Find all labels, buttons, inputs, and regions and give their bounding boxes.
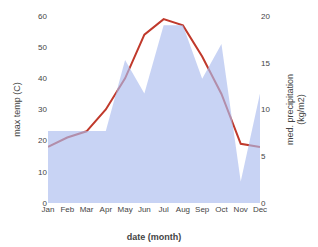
svg-text:Aug: Aug bbox=[176, 205, 190, 214]
svg-text:0: 0 bbox=[43, 199, 48, 208]
svg-text:50: 50 bbox=[38, 43, 47, 52]
svg-text:15: 15 bbox=[261, 59, 270, 68]
svg-text:Feb: Feb bbox=[60, 205, 74, 214]
svg-text:med. precipitation(kg/m2): med. precipitation(kg/m2) bbox=[285, 74, 307, 145]
svg-text:max temp (C): max temp (C) bbox=[12, 82, 22, 137]
svg-text:date (month): date (month) bbox=[127, 232, 182, 242]
svg-text:20: 20 bbox=[38, 136, 47, 145]
svg-text:10: 10 bbox=[38, 168, 47, 177]
svg-text:Oct: Oct bbox=[215, 205, 228, 214]
svg-text:20: 20 bbox=[261, 12, 270, 21]
svg-text:30: 30 bbox=[38, 105, 47, 114]
svg-text:40: 40 bbox=[38, 74, 47, 83]
svg-text:Jun: Jun bbox=[138, 205, 151, 214]
svg-text:5: 5 bbox=[261, 152, 266, 161]
svg-text:Jul: Jul bbox=[159, 205, 169, 214]
svg-text:60: 60 bbox=[38, 12, 47, 21]
svg-text:Apr: Apr bbox=[100, 205, 113, 214]
svg-text:10: 10 bbox=[261, 105, 270, 114]
svg-text:Jan: Jan bbox=[42, 205, 55, 214]
svg-text:Dec: Dec bbox=[253, 205, 267, 214]
svg-text:Mar: Mar bbox=[80, 205, 94, 214]
svg-text:Sep: Sep bbox=[195, 205, 210, 214]
svg-text:Nov: Nov bbox=[234, 205, 248, 214]
svg-text:0: 0 bbox=[261, 199, 266, 208]
svg-text:May: May bbox=[118, 205, 133, 214]
